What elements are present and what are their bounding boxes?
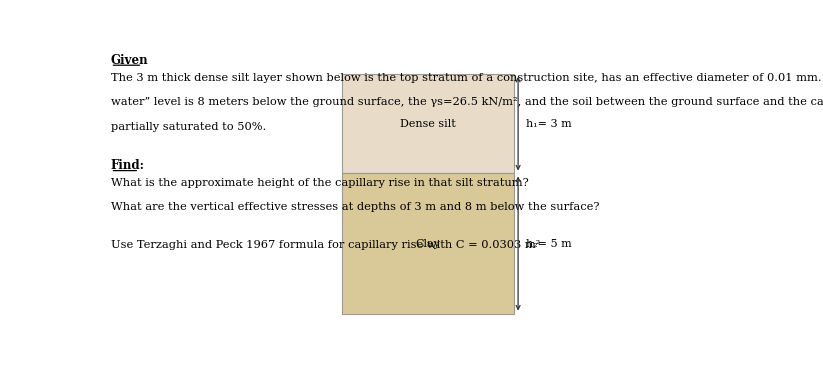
Text: What is the approximate height of the capillary rise in that silt stratum?: What is the approximate height of the ca… xyxy=(110,178,528,188)
Text: The 3 m thick dense silt layer shown below is the top stratum of a construction : The 3 m thick dense silt layer shown bel… xyxy=(110,72,823,83)
Text: partially saturated to 50%.: partially saturated to 50%. xyxy=(110,122,266,132)
Text: What are the vertical effective stresses at depths of 3 m and 8 m below the surf: What are the vertical effective stresses… xyxy=(110,202,599,212)
Text: Dense silt: Dense silt xyxy=(400,118,456,129)
Bar xyxy=(342,174,514,314)
Text: Find:: Find: xyxy=(110,159,145,172)
Text: h₂= 5 m: h₂= 5 m xyxy=(527,238,572,249)
Text: water” level is 8 meters below the ground surface, the γs​=26.5 kN/m², and the s: water” level is 8 meters below the groun… xyxy=(110,97,823,107)
Text: Given: Given xyxy=(110,54,148,67)
Text: h₁= 3 m: h₁= 3 m xyxy=(527,118,572,129)
Text: Use Terzaghi and Peck 1967 formula for capillary rise with C = 0.0303 m²: Use Terzaghi and Peck 1967 formula for c… xyxy=(110,240,540,250)
Text: Clay: Clay xyxy=(416,238,440,249)
Bar xyxy=(342,74,514,174)
